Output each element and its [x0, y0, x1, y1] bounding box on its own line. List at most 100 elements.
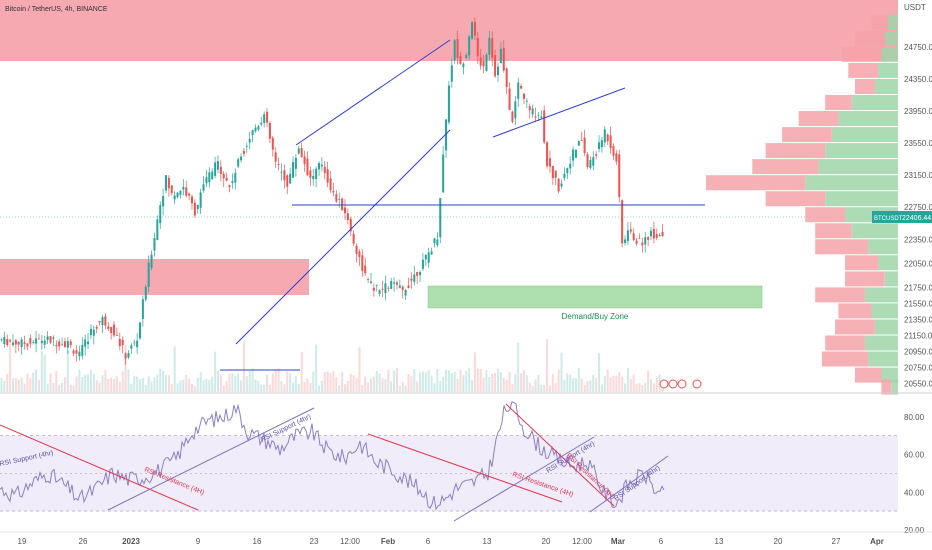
volume-bar	[375, 371, 378, 392]
volume-bar	[580, 378, 583, 392]
volume-bar	[482, 377, 485, 392]
volume-bar	[6, 373, 9, 392]
volume-bar	[644, 382, 647, 392]
volume-bar	[260, 384, 263, 392]
candle-body	[188, 193, 191, 196]
volume-bar	[37, 380, 40, 392]
candle-body	[199, 192, 202, 208]
candle-body	[245, 145, 248, 147]
volume-bar	[499, 372, 502, 392]
volume-bar	[245, 375, 248, 392]
candle-body	[574, 149, 577, 158]
candle-body	[124, 353, 127, 359]
volume-bar	[496, 368, 500, 392]
volume-bar	[248, 371, 251, 392]
volume-bar	[104, 369, 107, 392]
candle-body	[635, 240, 638, 244]
volume-profile-up	[851, 223, 898, 239]
candle-body	[37, 338, 40, 340]
volume-bar	[219, 374, 222, 392]
candle-body	[491, 38, 494, 58]
volume-bar	[179, 380, 182, 392]
candle-body	[459, 56, 462, 64]
volume-bar	[369, 378, 372, 392]
candle-body	[349, 218, 352, 232]
time-tick-label: 6	[659, 537, 664, 546]
candle-body	[81, 345, 84, 356]
candle-body	[361, 255, 364, 271]
volume-profile-down	[782, 127, 832, 143]
volume-bar	[381, 378, 384, 392]
volume-bar	[456, 378, 459, 392]
price-axis[interactable]: USDT 24750.00 24350.00 23950.00 23550.00 231…	[872, 0, 932, 393]
volume-profile-down	[845, 255, 879, 271]
volume-profile-up	[831, 127, 898, 143]
volume-bar	[225, 381, 228, 392]
candle-body	[647, 237, 650, 240]
candle-body	[260, 122, 263, 125]
rsi-axis[interactable]: 80.00 60.00 40.00 20.00	[898, 394, 932, 535]
volume-profile-down	[855, 367, 882, 383]
candle-body	[170, 185, 173, 194]
candle-body	[416, 272, 419, 276]
event-flag-icon[interactable]	[668, 379, 678, 389]
candle-body	[277, 164, 280, 165]
event-flag-icon[interactable]	[692, 379, 702, 389]
candle-body	[150, 254, 153, 268]
volume-profile-up	[825, 143, 898, 159]
event-flag-icon[interactable]	[677, 379, 687, 389]
candle-body	[228, 185, 231, 188]
volume-profile-down	[815, 239, 869, 255]
volume-profile-up	[818, 159, 898, 175]
volume-bar	[40, 351, 43, 392]
candle-body	[453, 40, 456, 61]
time-tick-label: 16	[253, 537, 262, 546]
volume-profile-up	[888, 14, 898, 30]
candle-body	[338, 198, 341, 200]
time-tick-label: 2023	[122, 537, 140, 546]
candle-body	[658, 235, 661, 237]
volume-bar	[600, 384, 603, 392]
candle-body	[499, 48, 502, 64]
candle-body	[655, 234, 658, 238]
candle-body	[447, 85, 450, 123]
event-icons[interactable]	[659, 379, 702, 389]
candle-body	[419, 272, 422, 276]
volume-bar	[20, 377, 23, 392]
volume-bar	[300, 351, 303, 392]
volume-bar	[254, 379, 257, 392]
candle-body	[600, 140, 603, 148]
candle-body	[502, 48, 505, 71]
volume-bar	[309, 383, 312, 392]
candle-body	[89, 328, 92, 336]
volume-profile-up	[874, 79, 898, 94]
volume-bar	[139, 379, 142, 392]
candle-body	[335, 194, 338, 202]
volume-bar	[635, 383, 638, 392]
price-tick-label: 21750.00	[904, 283, 932, 292]
candle-body	[436, 239, 439, 246]
volume-bar	[202, 380, 205, 392]
event-flag-icon[interactable]	[659, 379, 669, 389]
volume-bar	[488, 377, 491, 392]
candle-body	[173, 195, 176, 200]
time-axis[interactable]: 19 26 2023 9 16 23 12:00 Feb 6 13 20 12:00 Mar 6 13 20 2…	[0, 531, 932, 546]
candle-body	[369, 281, 372, 284]
volume-bar	[343, 384, 346, 392]
candle-body	[3, 336, 6, 345]
volume-bar	[650, 379, 653, 392]
candle-body	[401, 286, 404, 291]
candle-body	[219, 166, 222, 174]
candle-body	[589, 159, 592, 168]
time-tick-label: Apr	[870, 537, 884, 546]
volume-bar	[107, 378, 110, 392]
candle-body	[35, 338, 38, 344]
candle-body	[456, 39, 459, 58]
rsi-resistance-line-2	[367, 433, 563, 503]
volume-bar	[537, 375, 540, 392]
volume-profile-up	[864, 335, 898, 351]
candle-body	[46, 336, 49, 340]
volume-bar	[424, 372, 427, 392]
candle-body	[563, 173, 566, 179]
